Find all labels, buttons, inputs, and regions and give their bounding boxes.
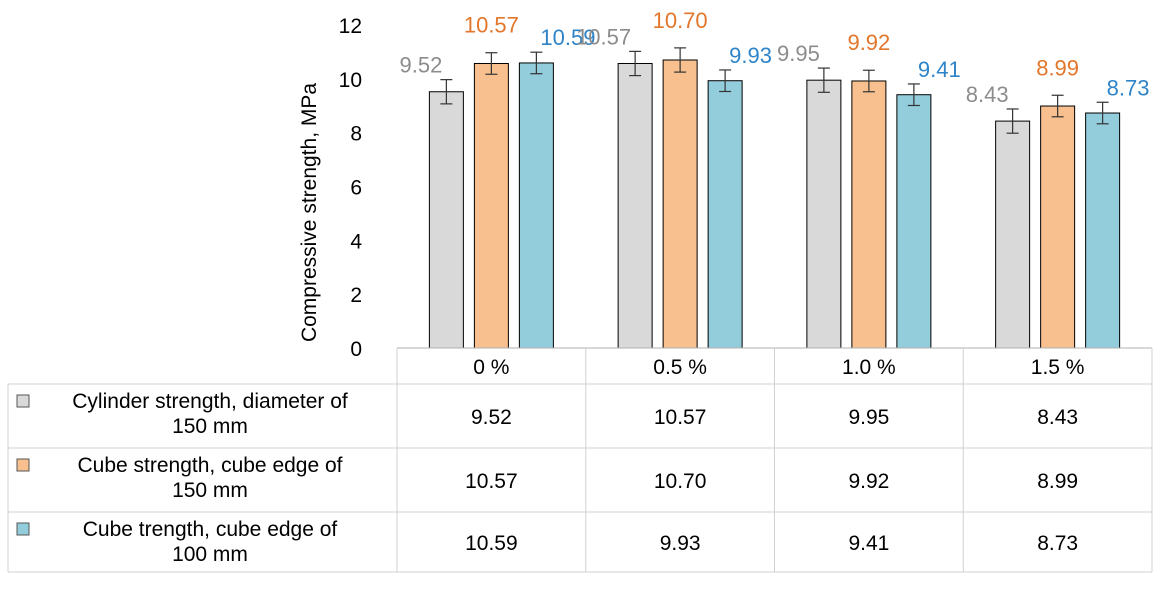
bar-2-1 — [707, 80, 743, 349]
bar-0-2 — [806, 79, 842, 349]
error-bar-2-3 — [1096, 101, 1109, 125]
bar-0-0 — [428, 91, 464, 349]
bar-1-1 — [662, 59, 698, 349]
data-label-0-3: 8.43 — [966, 82, 1009, 107]
table-value-1-3: 8.99 — [1037, 470, 1078, 493]
y-axis-title: Compressive strength, MPa — [298, 83, 321, 342]
error-bar-2-0 — [530, 51, 543, 75]
bar-0-3 — [995, 120, 1031, 349]
error-bar-1-0 — [485, 52, 498, 75]
category-label-3: 1.5 % — [1031, 356, 1085, 379]
data-label-2-1: 9.93 — [729, 43, 772, 68]
y-tick-label: 6 — [350, 177, 362, 200]
data-label-0-1: 10.57 — [576, 24, 631, 49]
error-bar-1-2 — [862, 69, 875, 93]
error-bar-1-1 — [674, 47, 687, 73]
legend-key-2 — [16, 522, 30, 536]
bar-1-0 — [473, 62, 509, 349]
data-label-2-2: 9.41 — [918, 57, 961, 82]
error-bar-2-1 — [719, 69, 732, 93]
data-label-2-3: 8.73 — [1107, 75, 1150, 100]
series-name-2: Cube trength, cube edge of 100 mm — [83, 518, 338, 566]
category-label-0: 0 % — [473, 356, 509, 379]
table-value-0-3: 8.43 — [1037, 406, 1078, 429]
data-label-0-0: 9.52 — [400, 53, 443, 78]
table-value-0-0: 9.52 — [471, 406, 512, 429]
table-value-1-0: 10.57 — [465, 470, 518, 493]
legend-key-1 — [16, 458, 30, 472]
series-name-1: Cube strength, cube edge of 150 mm — [77, 454, 342, 502]
data-label-2-0: 10.59 — [540, 25, 595, 50]
bar-2-0 — [518, 62, 554, 349]
data-label-1-0: 10.57 — [464, 13, 519, 38]
error-bar-2-2 — [907, 83, 920, 107]
series-name-0: Cylinder strength, diameter of 150 mm — [72, 390, 348, 438]
y-tick-label: 2 — [350, 284, 362, 307]
y-tick-label: 4 — [350, 230, 362, 253]
table-value-2-2: 9.41 — [848, 532, 889, 555]
legend-key-0 — [16, 394, 30, 408]
error-bar-0-3 — [1006, 108, 1019, 134]
bar-2-2 — [896, 94, 932, 349]
data-label-0-2: 9.95 — [777, 41, 820, 66]
error-bar-0-2 — [817, 67, 830, 93]
table-value-2-0: 10.59 — [465, 532, 518, 555]
y-tick-label: 10 — [339, 69, 362, 92]
error-bar-0-0 — [440, 79, 453, 105]
category-label-2: 1.0 % — [842, 356, 896, 379]
bar-1-2 — [851, 80, 887, 349]
table-value-1-2: 9.92 — [848, 470, 889, 493]
data-label-1-1: 10.70 — [653, 8, 708, 33]
bar-0-1 — [617, 62, 653, 349]
y-tick-label: 0 — [350, 338, 362, 361]
table-value-2-1: 9.93 — [660, 532, 701, 555]
table-value-1-1: 10.70 — [654, 470, 707, 493]
y-tick-label: 8 — [350, 123, 362, 146]
error-bar-0-1 — [629, 50, 642, 77]
table-value-0-2: 9.95 — [848, 406, 889, 429]
y-tick-label: 12 — [339, 15, 362, 38]
table-value-0-1: 10.57 — [654, 406, 707, 429]
bar-1-3 — [1040, 105, 1076, 349]
table-value-2-3: 8.73 — [1037, 532, 1078, 555]
data-label-1-2: 9.92 — [847, 30, 890, 55]
category-label-1: 0.5 % — [653, 356, 707, 379]
data-label-1-3: 8.99 — [1036, 55, 1079, 80]
error-bar-1-3 — [1051, 94, 1064, 118]
bar-2-3 — [1085, 112, 1121, 349]
